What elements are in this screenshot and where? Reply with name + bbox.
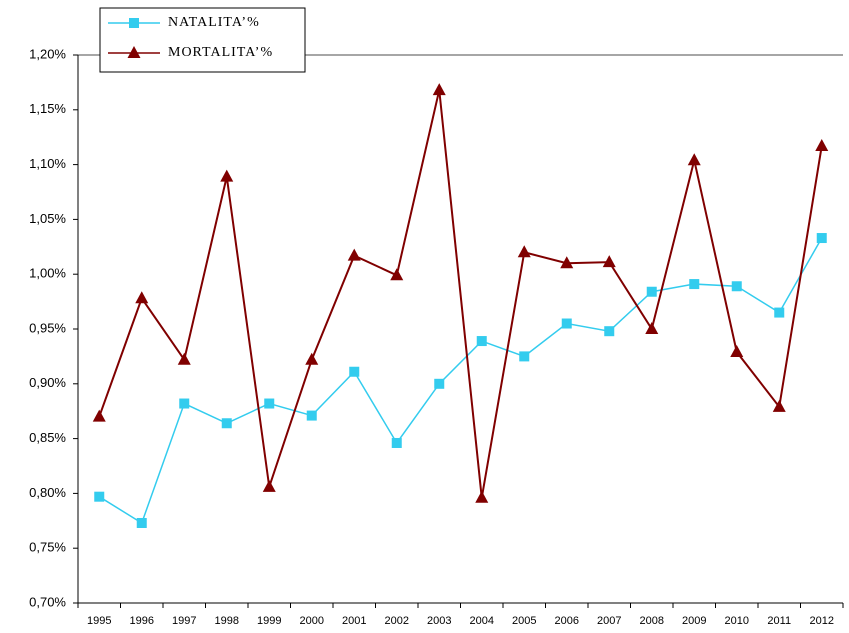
x-tick-label: 2009 <box>682 615 706 627</box>
data-point <box>220 169 234 182</box>
data-point <box>221 418 232 429</box>
data-point <box>646 286 657 297</box>
data-point <box>475 490 489 503</box>
x-tick-label: 2005 <box>512 615 536 627</box>
x-tick-label: 2010 <box>725 615 749 627</box>
y-tick-label: 0,95% <box>29 320 66 335</box>
data-point <box>347 248 361 261</box>
data-point <box>602 255 616 268</box>
legend-label: NATALITA’% <box>168 15 260 30</box>
data-point <box>645 322 659 334</box>
x-tick-label: 2012 <box>810 615 834 627</box>
y-tick-label: 1,05% <box>29 211 66 226</box>
data-point <box>262 479 276 492</box>
data-point <box>306 410 317 421</box>
data-point <box>177 352 191 365</box>
data-point <box>730 345 744 358</box>
data-point <box>136 517 147 528</box>
x-tick-label: 2003 <box>427 615 451 627</box>
series-line <box>98 237 823 525</box>
y-tick-label: 0,90% <box>29 375 66 390</box>
data-point <box>816 233 827 244</box>
data-point <box>604 326 615 337</box>
legend-label: MORTALITA’% <box>168 45 273 60</box>
data-point <box>561 318 572 329</box>
data-point <box>135 291 149 304</box>
x-tick-label: 2011 <box>767 615 791 627</box>
data-point <box>689 279 700 290</box>
data-point <box>560 256 574 269</box>
x-tick-label: 2000 <box>300 615 324 627</box>
y-tick-label: 1,15% <box>29 101 66 116</box>
y-tick-label: 1,20% <box>29 46 66 61</box>
x-tick-label: 1998 <box>215 615 239 627</box>
y-tick-label: 1,10% <box>29 156 66 171</box>
data-point <box>815 138 829 151</box>
legend-marker <box>127 46 141 58</box>
data-point <box>390 268 404 281</box>
x-tick-label: 2006 <box>555 615 579 627</box>
x-tick-label: 2007 <box>597 615 621 627</box>
data-point <box>772 399 786 412</box>
data-point <box>434 378 445 389</box>
y-tick-label: 0,70% <box>29 594 66 609</box>
data-point <box>432 83 446 96</box>
x-tick-label: 2002 <box>385 615 409 627</box>
y-tick-label: 0,75% <box>29 540 66 555</box>
y-tick-label: 0,85% <box>29 430 66 445</box>
data-point <box>349 366 360 377</box>
legend-marker <box>129 18 139 28</box>
data-point <box>305 352 319 365</box>
x-tick-label: 2001 <box>342 615 366 627</box>
y-tick-label: 1,00% <box>29 266 66 281</box>
y-tick-label: 0,80% <box>29 485 66 500</box>
x-tick-label: 1997 <box>172 615 196 627</box>
data-point <box>264 398 275 409</box>
data-point <box>517 245 531 258</box>
x-tick-label: 1999 <box>257 615 281 627</box>
x-tick-label: 1995 <box>87 615 111 627</box>
data-point <box>92 409 106 422</box>
data-point <box>391 437 402 448</box>
series-line <box>98 89 823 498</box>
data-point <box>94 491 105 502</box>
data-point <box>476 336 487 347</box>
x-tick-label: 1996 <box>130 615 154 627</box>
data-point <box>687 153 701 166</box>
data-point <box>519 351 530 362</box>
x-tick-label: 2004 <box>470 615 494 627</box>
data-point <box>179 398 190 409</box>
data-point <box>731 281 742 292</box>
x-tick-label: 2008 <box>640 615 664 627</box>
data-point <box>774 307 785 318</box>
